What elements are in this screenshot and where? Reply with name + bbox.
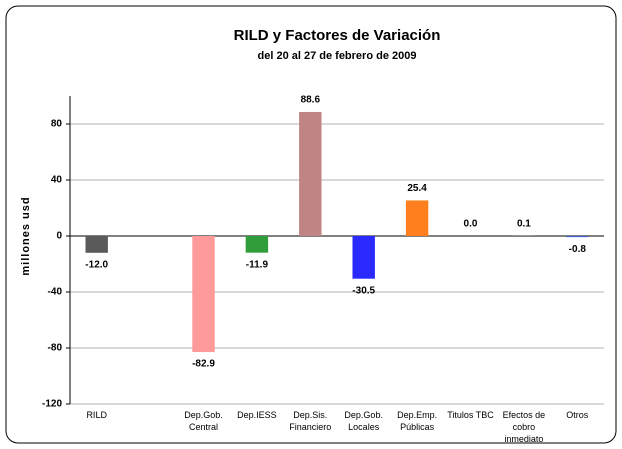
bar	[245, 236, 269, 253]
y-tick-label: -120	[42, 399, 62, 410]
data-label: -30.5	[352, 285, 375, 296]
y-tick-label: -40	[48, 287, 63, 298]
data-label: 0.0	[464, 219, 478, 230]
x-tick-label: Titulos TBC	[447, 410, 494, 420]
data-label: 88.6	[301, 95, 321, 106]
x-tick-label: Efectos de cobro inmediato	[503, 410, 546, 444]
x-tick-label: RILD	[86, 410, 107, 420]
x-tick-label: Otros	[566, 410, 589, 420]
data-label: 0.1	[517, 219, 531, 230]
x-tick-label: Dep.IESS	[237, 410, 277, 420]
data-label: 25.4	[407, 183, 427, 194]
data-label: -12.0	[85, 259, 108, 270]
x-tick-label: Dep.Gob. Locales	[344, 410, 383, 432]
data-label: -11.9	[246, 259, 269, 270]
chart-title: RILD y Factores de Variación	[234, 27, 441, 44]
x-tick-label: Dep.Gob. Central	[184, 410, 223, 432]
bar	[405, 200, 429, 236]
y-tick-label: -80	[48, 343, 63, 354]
y-tick-label: 0	[56, 231, 62, 242]
bar	[192, 236, 215, 353]
y-axis-label: millones usd	[20, 196, 32, 275]
bar	[85, 236, 108, 253]
x-tick-label: Dep.Sis. Financiero	[289, 410, 331, 432]
data-label: -0.8	[569, 244, 587, 255]
data-label: -82.9	[192, 359, 215, 370]
y-tick-label: 80	[51, 119, 63, 130]
bar	[299, 111, 322, 236]
x-tick-label: Dep.Emp. Públicas	[397, 410, 437, 432]
chart-subtitle: del 20 al 27 de febrero de 2009	[258, 50, 417, 62]
bar	[566, 236, 589, 238]
y-tick-label: 40	[51, 175, 63, 186]
bar	[352, 236, 375, 279]
